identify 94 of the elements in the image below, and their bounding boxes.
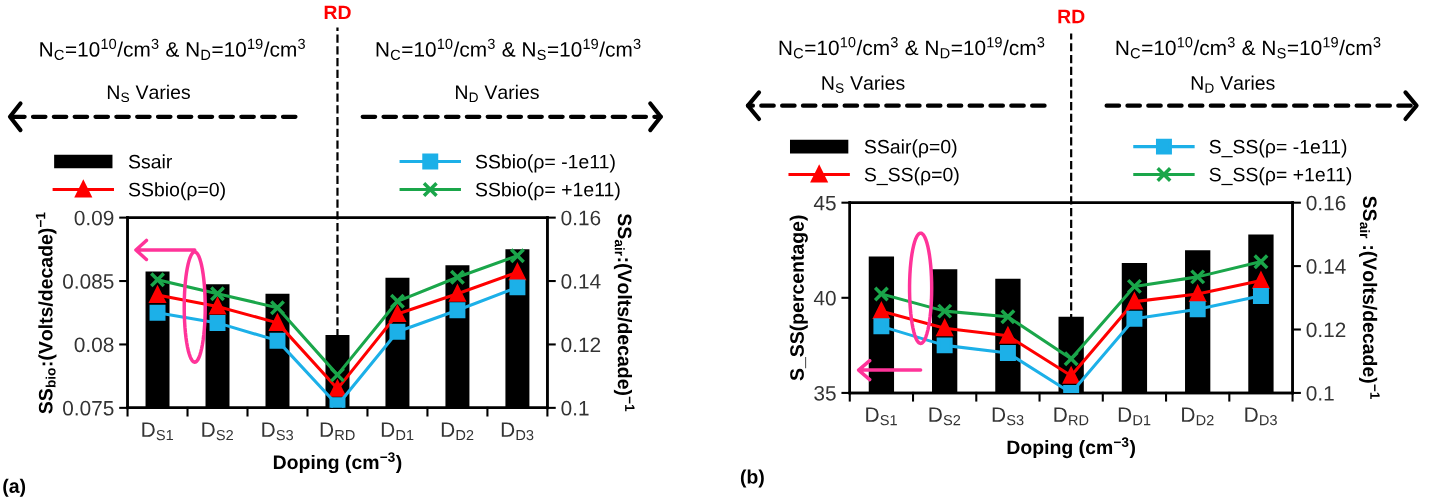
text: N$_{C}$=10$^{10}$/cm$^{3}$ & N$_{D}$=10$^{19}$/cm$^{3}$: [40, 38, 305, 61]
point: [936, 337, 953, 354]
point: [449, 269, 466, 286]
point: [1126, 310, 1143, 327]
point: [936, 320, 953, 337]
y2-axis-title: SS$_{air}$ :(Volts/decade)$^{−1}$: [1359, 196, 1380, 399]
text: N$_{D}$ Varies: [456, 84, 539, 102]
point: [389, 293, 406, 310]
x-tick-label: D$_{D2}$: [441, 422, 474, 441]
point: [999, 308, 1016, 325]
x-tick-label: D$_{S3}$: [262, 422, 294, 441]
point: [1063, 350, 1080, 367]
point: [1189, 268, 1206, 285]
point: [209, 314, 226, 331]
legend-label: SSbio(ρ= -1e11): [475, 154, 615, 173]
point: [448, 283, 467, 302]
point: [1189, 301, 1206, 318]
point: [999, 325, 1017, 344]
y2-tick-label: 0.1: [1306, 385, 1334, 401]
x-tick-label: D$_{D3}$: [1245, 407, 1277, 426]
x-tick-label: D$_{S3}$: [992, 407, 1024, 426]
point: [1252, 287, 1269, 304]
y2-tick-label: 0.14: [561, 274, 601, 289]
text: (a): [3, 478, 26, 497]
legend-label: Ssair: [128, 154, 172, 169]
point: [1126, 278, 1143, 295]
point: [209, 285, 226, 302]
legend-label: SSair(ρ=0): [864, 139, 957, 158]
y-axis-title: S_SS(percentage): [789, 215, 808, 381]
x-tick-label: D$_{S2}$: [929, 407, 961, 426]
legend-label: SSbio(ρ= +1e11): [475, 182, 620, 201]
point: [268, 312, 287, 331]
y-tick-label: 35: [814, 385, 836, 401]
y-tick-label: 45: [813, 195, 836, 211]
point: [149, 304, 166, 321]
point: [389, 306, 406, 322]
ref-line-label: RD: [324, 5, 351, 20]
y-tick-label: 0.085: [63, 274, 114, 289]
x-tick-label: D$_{S1}$: [866, 407, 897, 426]
x-tick-label: D$_{S2}$: [202, 422, 233, 441]
point: [1252, 270, 1270, 289]
point: [209, 298, 226, 315]
x-axis-title: Doping (cm$^{−3}$): [1007, 437, 1135, 459]
x-tick-label: D$_{S1}$: [142, 422, 174, 441]
y-tick-label: 0.075: [63, 400, 114, 416]
y-axis-title: SS$_{bio}$:(Volts/decade)$^{−1}$: [35, 212, 57, 414]
y2-tick-label: 0.12: [561, 337, 601, 353]
point: [149, 287, 166, 303]
legend-label: SSbio(ρ=0): [128, 182, 225, 201]
point: [1062, 365, 1080, 384]
point: [269, 299, 286, 316]
point: [1252, 253, 1269, 270]
point: [329, 378, 347, 397]
y2-axis-title: SS$_{air}$:(Volts/decade)$^{−1}$: [613, 213, 635, 412]
text: N$_{C}$=10$^{10}$/cm$^{3}$ & N$_{S}$=10$^{19}$/cm$^{3}$: [376, 38, 641, 61]
x-tick-label: D$_{D3}$: [501, 422, 534, 441]
x-tick-label: D$_{D1}$: [1118, 407, 1151, 426]
text: N$_{C}$=10$^{10}$/cm$^{3}$ & N$_{D}$=10$^{19}$/cm$^{3}$: [779, 37, 1045, 59]
y-tick-label: 0.09: [74, 210, 114, 226]
x-tick-label: D$_{D1}$: [381, 422, 414, 441]
y2-tick-label: 0.14: [1306, 259, 1346, 274]
y-tick-label: 0.08: [74, 337, 114, 353]
point: [873, 286, 890, 302]
text: (b): [740, 469, 764, 488]
point: [936, 303, 953, 320]
point: [509, 279, 526, 296]
text: N$_{C}$=10$^{10}$/cm$^{3}$ & N$_{S}$=10$^{19}$/cm$^{3}$: [1116, 37, 1381, 59]
y2-tick-label: 0.16: [1306, 195, 1346, 211]
point: [449, 302, 466, 319]
y2-tick-label: 0.12: [1306, 322, 1346, 338]
x-tick-label: D$_{RD}$: [1054, 407, 1089, 426]
y-tick-label: 40: [813, 290, 836, 306]
text: N$_{D}$ Varies: [1191, 75, 1275, 93]
ref-line-label: RD: [1058, 9, 1085, 24]
point: [149, 271, 166, 288]
legend-label: S_SS(ρ= +1e11): [1209, 167, 1352, 186]
y2-tick-label: 0.1: [561, 400, 589, 416]
point: [329, 366, 346, 383]
text: N$_{S}$ Varies: [822, 75, 905, 93]
x-axis-title: Doping (cm$^{−3}$): [273, 452, 402, 474]
point: [389, 323, 406, 340]
legend-label: S_SS(ρ=0): [864, 167, 959, 186]
point: [873, 318, 890, 335]
point: [873, 303, 890, 320]
point: [509, 247, 526, 264]
point: [1125, 291, 1144, 310]
point: [999, 344, 1016, 361]
point: [269, 332, 286, 349]
x-tick-label: D$_{D2}$: [1182, 407, 1214, 426]
y2-tick-label: 0.16: [561, 210, 601, 226]
x-tick-label: D$_{RD}$: [320, 422, 355, 441]
text: N$_{S}$ Varies: [107, 84, 190, 103]
legend-label: S_SS(ρ= -1e11): [1209, 139, 1347, 158]
point: [509, 264, 526, 281]
